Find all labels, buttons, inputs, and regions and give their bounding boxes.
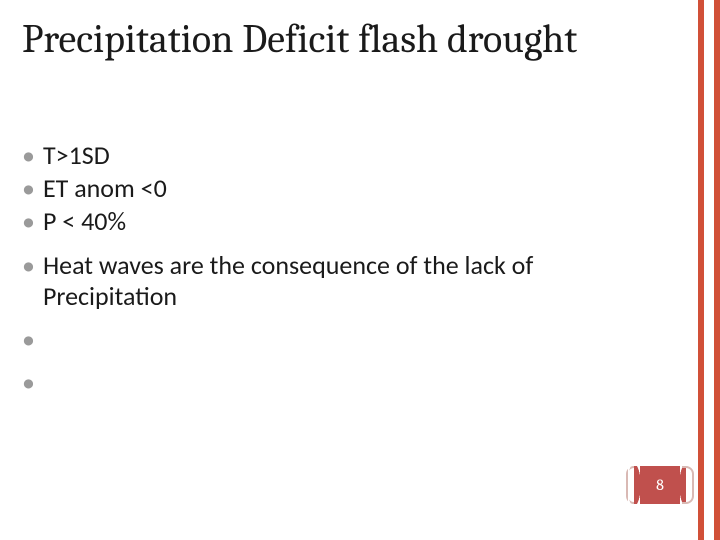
bullet-item: • P < 40% xyxy=(22,206,660,237)
page-number: 8 xyxy=(656,476,664,494)
slide-title: Precipitation Deficit flash drought xyxy=(22,18,660,61)
page-bracket-right xyxy=(682,466,694,504)
bullet-item: • T>1SD xyxy=(22,140,660,171)
bullet-dot-icon: • xyxy=(22,250,35,281)
bullet-item: • Heat waves are the consequence of the … xyxy=(22,250,660,312)
bullet-text: ET anom <0 xyxy=(43,173,167,204)
bullet-dot-icon: • xyxy=(22,367,35,398)
bullet-dot-icon: • xyxy=(22,206,35,237)
bullet-text: Heat waves are the consequence of the la… xyxy=(43,250,660,312)
slide-body: • T>1SD • ET anom <0 • P < 40% • Heat waves ar… xyxy=(22,140,660,400)
bullet-text: P < 40% xyxy=(43,206,126,237)
page-number-badge: 8 xyxy=(634,466,686,504)
bullet-dot-icon: • xyxy=(22,324,35,355)
bullet-dot-icon: • xyxy=(22,140,35,171)
accent-bar-inset xyxy=(704,0,714,540)
bullet-item: • ET anom <0 xyxy=(22,173,660,204)
bullet-item: • xyxy=(22,367,660,398)
bullet-text: T>1SD xyxy=(43,140,110,171)
accent-bar xyxy=(698,0,720,540)
bullet-dot-icon: • xyxy=(22,173,35,204)
slide: Precipitation Deficit flash drought • T>1… xyxy=(0,0,720,540)
bullet-spacer xyxy=(22,314,660,324)
bullet-item: • xyxy=(22,324,660,355)
bullet-spacer xyxy=(22,357,660,367)
